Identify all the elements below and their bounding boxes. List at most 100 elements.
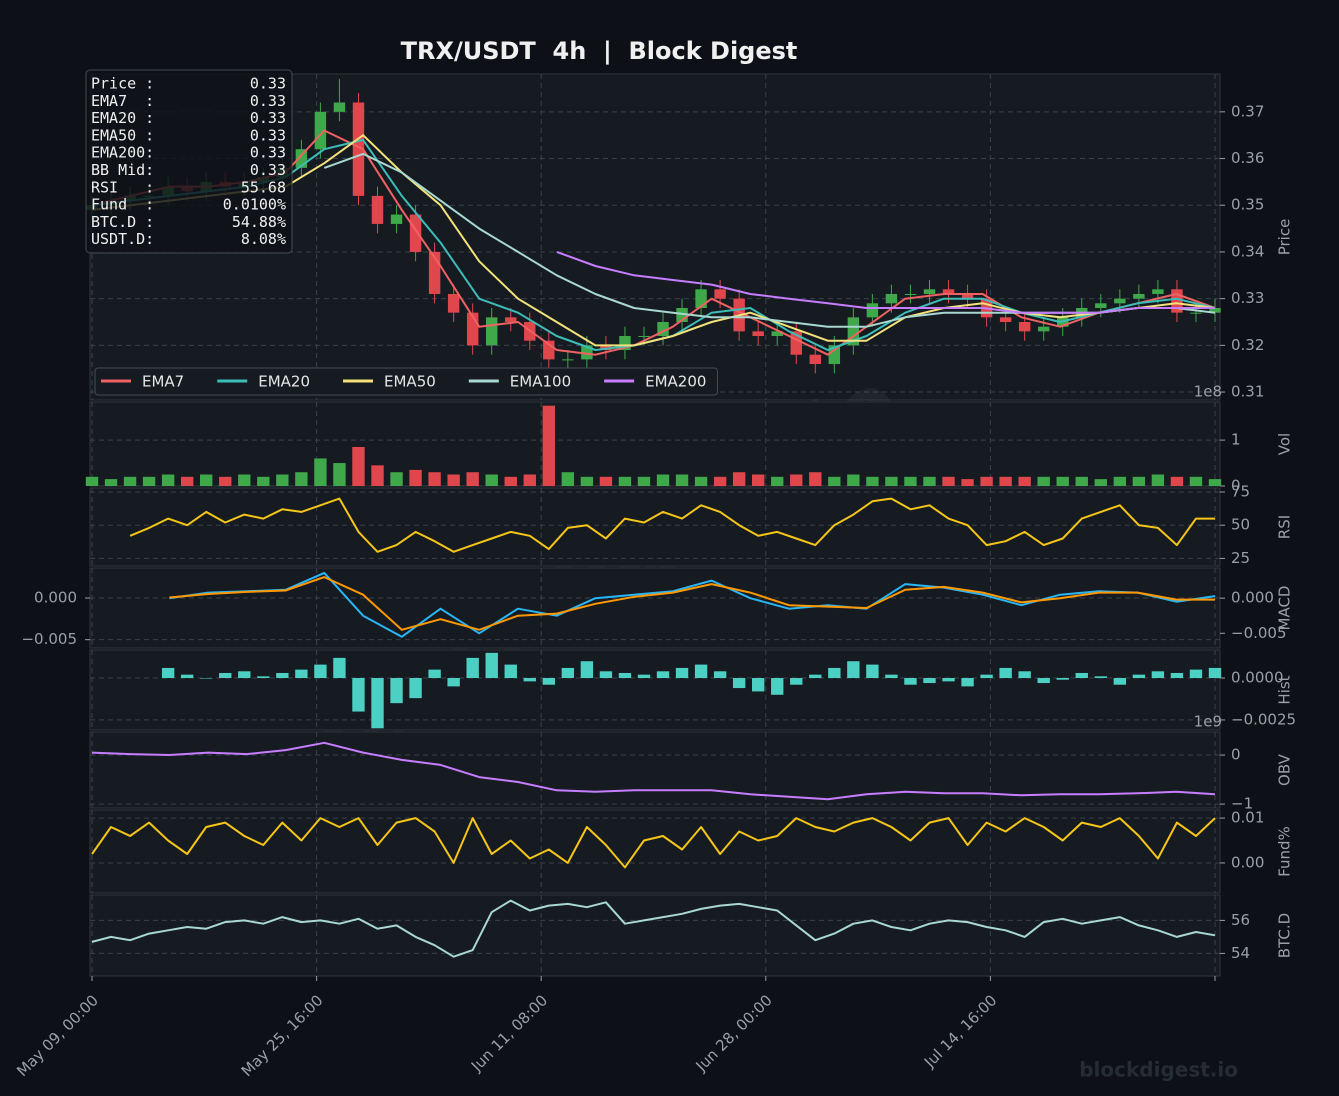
candle-body <box>1018 322 1031 332</box>
candle-body <box>885 293 898 304</box>
bar <box>618 672 632 679</box>
bar <box>675 474 689 486</box>
info-box-bg <box>85 69 293 254</box>
candle-body <box>486 317 498 346</box>
bar <box>161 667 175 679</box>
bar <box>523 474 536 486</box>
y-axis-label: MACD <box>1276 586 1294 631</box>
candle-body <box>999 317 1012 323</box>
bar <box>333 463 346 486</box>
series-line <box>556 250 1215 314</box>
bar <box>828 667 841 679</box>
bar <box>923 476 936 486</box>
bar <box>238 474 251 486</box>
bar <box>466 657 479 679</box>
bar <box>200 678 213 679</box>
bar <box>257 676 270 679</box>
bar <box>847 661 860 679</box>
bar <box>1075 672 1088 679</box>
info-label: RSI : <box>91 178 154 196</box>
y-tick-label: 0.01 <box>1231 809 1264 827</box>
bar <box>1075 476 1088 486</box>
bar <box>866 476 879 486</box>
candle-body <box>505 317 517 323</box>
y-tick-label: −0.0025 <box>1231 710 1296 728</box>
bar <box>580 661 594 679</box>
bar <box>504 476 517 486</box>
x-tick-label: Jul 14, 16:00 <box>920 991 1000 1071</box>
y-axis-label: Price <box>1276 219 1294 256</box>
bar <box>409 678 422 699</box>
candle-body <box>314 111 327 150</box>
bar <box>904 476 917 486</box>
bar <box>1208 479 1222 486</box>
x-tick-label: Jun 28, 00:00 <box>692 991 776 1075</box>
candle-body <box>695 289 707 308</box>
bar <box>276 474 289 486</box>
info-label: EMA20 : <box>91 109 154 127</box>
info-label: USDT.D: <box>91 230 154 248</box>
legend-label: EMA20 <box>258 373 310 391</box>
candle-body <box>752 331 764 337</box>
bar <box>1151 671 1165 679</box>
candle-body <box>295 149 308 168</box>
candle-body <box>657 322 669 337</box>
bar <box>885 476 898 486</box>
bar <box>1189 476 1203 486</box>
candle-body <box>847 317 860 346</box>
bar <box>390 472 403 486</box>
candle-body <box>390 214 403 224</box>
y-axis-label: Fund% <box>1276 826 1294 877</box>
candle-body <box>333 102 346 112</box>
bar <box>542 405 555 486</box>
y-axis-label: OBV <box>1276 753 1294 786</box>
info-label: BB Mid: <box>91 161 154 179</box>
bar <box>1056 678 1069 680</box>
series-line <box>91 741 1216 801</box>
info-label: BTC.D : <box>91 213 154 231</box>
bar <box>295 472 308 486</box>
candle-body <box>809 354 821 365</box>
bar <box>828 476 841 486</box>
bar <box>1170 476 1184 486</box>
y-tick-label: 54 <box>1231 944 1250 962</box>
bar <box>999 476 1012 486</box>
info-value: 8.08% <box>241 230 286 248</box>
bar <box>219 672 232 679</box>
bar <box>161 474 175 486</box>
chart-title: TRX/USDT 4h | Block Digest <box>401 37 798 65</box>
info-box: Price : 0.33 EMA7 : 0.33 EMA20 : 0.33 EMA50 : 0… <box>85 69 293 254</box>
candle-body <box>409 214 422 252</box>
bar <box>409 469 422 486</box>
bar <box>352 446 365 486</box>
candle-body <box>600 345 612 351</box>
bar <box>428 669 441 679</box>
bar <box>1094 676 1107 679</box>
series-line <box>129 497 1215 553</box>
candle-body <box>1095 303 1107 308</box>
bar <box>580 476 594 486</box>
bar <box>923 678 936 684</box>
candle-body <box>904 293 917 295</box>
legend: EMA7 EMA20 EMA50 EMA100 EMA200 <box>94 367 718 396</box>
panel <box>89 401 1221 487</box>
y-tick-label: 0.000 <box>34 589 77 607</box>
bar <box>637 476 651 486</box>
candle-body <box>1037 326 1050 332</box>
bar <box>542 678 555 685</box>
bar <box>523 678 536 682</box>
info-value: 0.33 <box>250 144 286 162</box>
panel <box>89 809 1221 894</box>
panel <box>89 731 1221 809</box>
y-tick-label: 50 <box>1231 516 1250 534</box>
bar <box>200 474 213 486</box>
bar <box>314 458 327 486</box>
candle-body <box>1114 298 1126 304</box>
y-tick-label: 0 <box>1231 477 1241 495</box>
bar <box>1037 476 1050 486</box>
bar <box>790 678 803 685</box>
y-tick-label: 0.35 <box>1231 196 1264 214</box>
candle-body <box>1133 293 1145 299</box>
y-tick-label: 0.0000 <box>1231 669 1284 687</box>
